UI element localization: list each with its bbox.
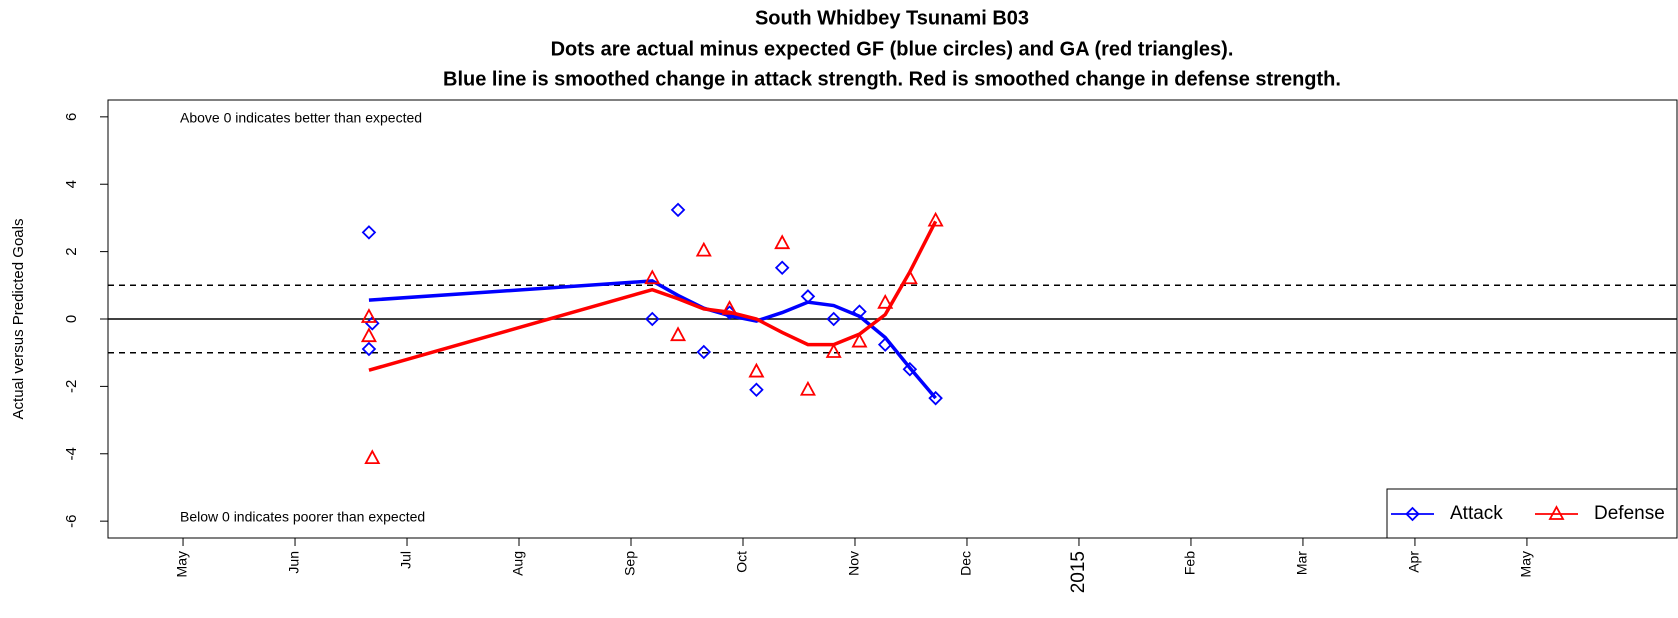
defense-point	[799, 380, 816, 396]
defense-point	[670, 326, 687, 342]
x-tick-label: 2015	[1068, 551, 1089, 593]
x-tick-label: Feb	[1182, 551, 1198, 575]
defense-point	[774, 234, 791, 250]
defense-point	[877, 293, 894, 309]
attack-point	[670, 202, 686, 218]
y-tick-label: 6	[63, 113, 80, 121]
defense-point	[927, 211, 944, 227]
y-axis-title: Actual versus Predicted Goals	[10, 219, 27, 420]
legend-box	[1386, 488, 1678, 539]
y-tick-label: 4	[63, 180, 80, 188]
legend-marker	[1405, 506, 1420, 522]
defense-point	[695, 241, 712, 257]
defense-point	[360, 327, 377, 343]
attack-point	[826, 311, 841, 327]
x-tick-label: May	[174, 551, 190, 577]
legend-label: Attack	[1450, 503, 1503, 524]
defense-point	[748, 362, 765, 378]
attack-point	[361, 341, 377, 357]
legend-label: Defense	[1594, 503, 1665, 524]
x-tick-label: Aug	[510, 551, 526, 576]
attack-point	[696, 344, 712, 360]
smoothed-line	[368, 220, 938, 372]
annotation: Below 0 indicates poorer than expected	[180, 509, 425, 525]
annotation: Above 0 indicates better than expected	[180, 110, 422, 126]
x-tick-label: Jul	[398, 551, 414, 569]
y-tick-label: -2	[63, 380, 80, 393]
x-tick-label: Oct	[734, 551, 750, 573]
attack-point	[774, 260, 790, 276]
legend-marker	[1548, 505, 1565, 520]
x-tick-label: Mar	[1294, 551, 1310, 575]
attack-point	[902, 361, 918, 377]
chart-subtitle: Dots are actual minus expected GF (blue …	[551, 38, 1234, 60]
defense-point	[364, 449, 381, 465]
x-tick-label: Sep	[622, 551, 638, 576]
y-tick-label: -6	[63, 514, 80, 527]
defense-point	[825, 343, 842, 358]
x-tick-label: Dec	[958, 551, 974, 576]
defense-point	[851, 332, 868, 348]
x-tick-label: Nov	[846, 551, 862, 576]
attack-point	[361, 225, 377, 240]
x-tick-label: May	[1518, 551, 1534, 577]
attack-point	[645, 311, 660, 327]
defense-point	[644, 269, 661, 285]
x-tick-label: Jun	[286, 551, 302, 574]
defense-point	[360, 308, 377, 323]
chart-subtitle: Blue line is smoothed change in attack s…	[443, 68, 1341, 90]
y-tick-label: -4	[63, 447, 80, 460]
attack-point	[928, 390, 943, 406]
x-tick-label: Apr	[1406, 551, 1422, 573]
y-tick-label: 2	[63, 247, 80, 255]
chart-title: South Whidbey Tsunami B03	[755, 7, 1029, 29]
smoothed-line	[368, 279, 937, 400]
attack-point	[749, 382, 764, 398]
y-tick-label: 0	[63, 315, 80, 323]
